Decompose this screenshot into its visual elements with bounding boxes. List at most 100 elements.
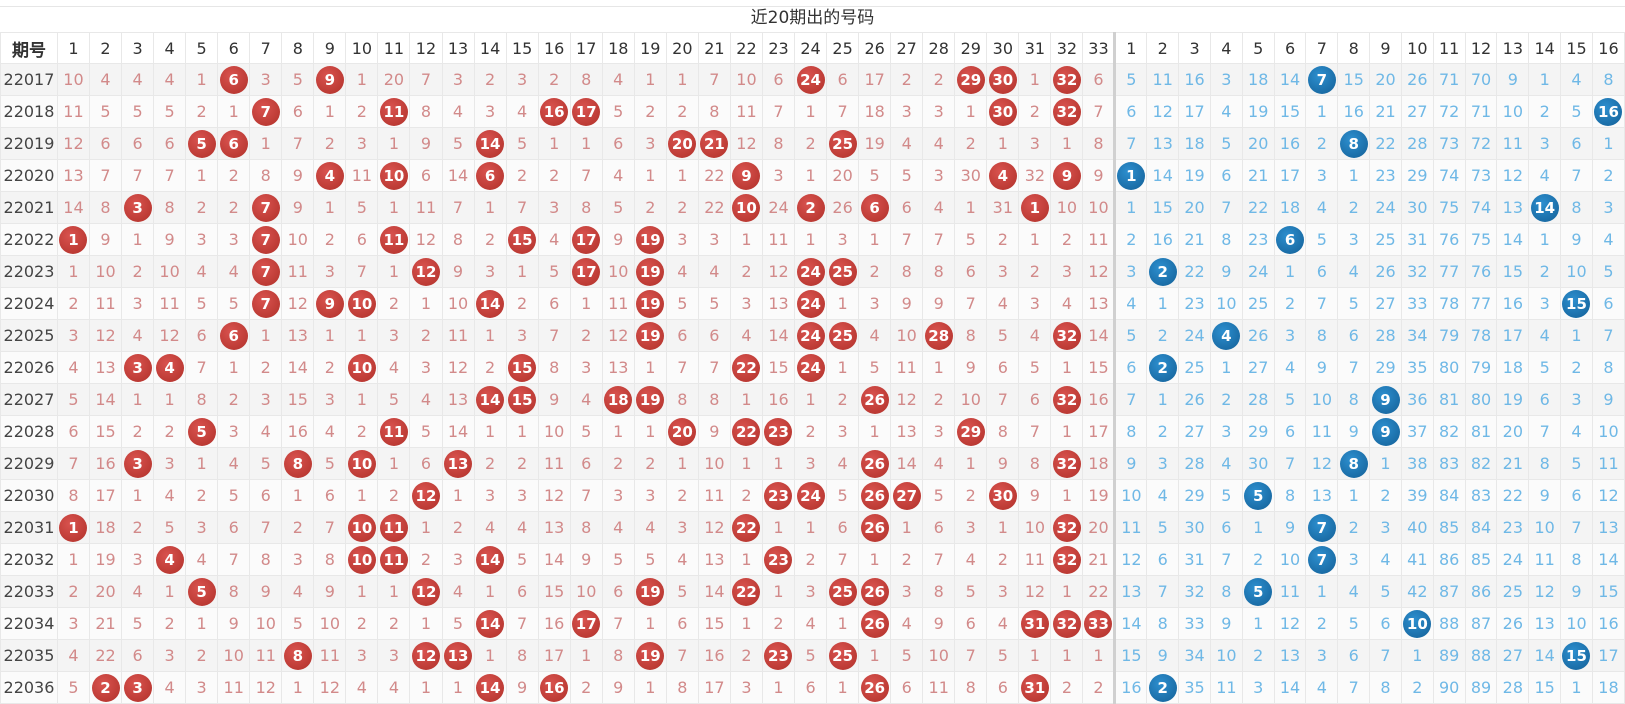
red-miss-count: 9 <box>697 415 731 448</box>
red-miss-count: 7 <box>281 127 315 160</box>
blue-miss-count: 8 <box>1591 63 1625 96</box>
red-miss-count: 1 <box>313 95 347 128</box>
blue-ball: 5 <box>1244 481 1273 510</box>
blue-miss-count: 21 <box>1496 447 1530 480</box>
red-ball-cell: 3 <box>121 671 155 704</box>
red-miss-count: 10 <box>1050 191 1084 224</box>
red-miss-count: 4 <box>345 671 379 704</box>
red-miss-count: 15 <box>697 607 731 640</box>
red-miss-count: 9 <box>537 383 571 416</box>
red-ball-cell: 7 <box>249 255 283 288</box>
blue-ball-cell: 16 <box>1591 95 1625 128</box>
red-ball-cell: 27 <box>890 479 924 512</box>
blue-miss-count: 84 <box>1464 511 1498 544</box>
blue-ball-cell: 8 <box>1337 447 1371 480</box>
red-miss-count: 1 <box>1050 127 1084 160</box>
blue-ball: 8 <box>1339 129 1368 158</box>
red-miss-count: 6 <box>313 479 347 512</box>
red-miss-count: 3 <box>986 575 1020 608</box>
blue-miss-count: 13 <box>1528 607 1562 640</box>
red-ball-cell: 6 <box>217 127 251 160</box>
red-miss-count: 1 <box>185 159 219 192</box>
red-ball-cell: 25 <box>826 639 860 672</box>
blue-miss-count: 12 <box>1113 543 1148 576</box>
red-miss-count: 1 <box>794 223 828 256</box>
header-row: 期号 1 2 3 4 5 6 7 8 9 10 11 12 13 14 15 16 17 18 19 20 21 22 23 2… <box>0 32 1625 64</box>
blue-miss-count: 37 <box>1400 415 1434 448</box>
red-miss-count: 1 <box>858 543 892 576</box>
red-miss-count: 2 <box>345 95 379 128</box>
red-miss-count: 1 <box>1018 63 1052 96</box>
issue-number: 22022 <box>0 223 58 256</box>
red-ball: 32 <box>1052 385 1081 414</box>
red-miss-count: 9 <box>441 255 475 288</box>
red-miss-count: 17 <box>537 639 571 672</box>
blue-miss-count: 74 <box>1432 159 1466 192</box>
red-miss-count: 3 <box>345 639 379 672</box>
red-miss-count: 14 <box>441 159 475 192</box>
blue-col-header: 16 <box>1591 32 1625 64</box>
issue-number: 22028 <box>0 415 58 448</box>
red-ball-cell: 14 <box>473 127 507 160</box>
red-miss-count: 2 <box>794 415 828 448</box>
red-ball-cell: 17 <box>569 255 603 288</box>
blue-ball-cell: 4 <box>1209 319 1243 352</box>
red-miss-count: 6 <box>249 479 283 512</box>
blue-ball: 2 <box>1148 353 1177 382</box>
red-miss-count: 4 <box>185 255 219 288</box>
blue-miss-count: 1 <box>1241 511 1275 544</box>
blue-miss-count: 9 <box>1496 63 1530 96</box>
red-miss-count: 1 <box>185 447 219 480</box>
blue-miss-count: 11 <box>1273 575 1307 608</box>
red-ball-cell: 33 <box>1082 607 1116 640</box>
red-ball: 26 <box>860 513 889 542</box>
red-miss-count: 4 <box>377 671 411 704</box>
red-miss-count: 12 <box>153 319 187 352</box>
red-miss-count: 14 <box>1082 319 1116 352</box>
red-miss-count: 14 <box>537 543 571 576</box>
red-ball-cell: 22 <box>729 575 763 608</box>
blue-ball-cell: 10 <box>1400 607 1434 640</box>
red-ball: 30 <box>988 481 1017 510</box>
table-row: 22026 4 13 3 4 7 1 2 14 2 10 4 3 12 2 15 8 3 13 1 7 7 22 15 24 1 5… <box>0 351 1625 384</box>
blue-miss-count: 31 <box>1178 543 1211 576</box>
blue-miss-count: 30 <box>1241 447 1275 480</box>
blue-miss-count: 1 <box>1560 671 1593 704</box>
blue-miss-count: 1 <box>1369 447 1402 480</box>
red-ball: 7 <box>251 225 280 254</box>
blue-miss-count: 25 <box>1178 351 1211 384</box>
blue-miss-count: 11 <box>1496 127 1530 160</box>
red-miss-count: 1 <box>56 255 90 288</box>
issue-number: 22030 <box>0 479 58 512</box>
red-miss-count: 10 <box>697 447 731 480</box>
red-miss-count: 1 <box>313 319 347 352</box>
red-miss-count: 1 <box>345 63 379 96</box>
blue-miss-count: 75 <box>1432 191 1466 224</box>
red-miss-count: 7 <box>954 639 988 672</box>
red-miss-count: 6 <box>56 415 90 448</box>
red-miss-count: 5 <box>697 287 731 320</box>
red-miss-count: 11 <box>922 671 956 704</box>
red-miss-count: 4 <box>153 479 187 512</box>
red-ball-cell: 6 <box>858 191 892 224</box>
blue-miss-count: 13 <box>1496 191 1530 224</box>
blue-miss-count: 22 <box>1241 191 1275 224</box>
red-miss-count: 1 <box>185 63 219 96</box>
red-ball: 19 <box>636 225 665 254</box>
red-miss-count: 4 <box>377 351 411 384</box>
red-ball: 30 <box>988 97 1017 126</box>
blue-ball: 8 <box>1339 449 1368 478</box>
red-ball: 14 <box>476 385 505 414</box>
red-ball: 23 <box>764 545 793 574</box>
red-miss-count: 8 <box>569 191 603 224</box>
red-miss-count: 2 <box>153 415 187 448</box>
red-miss-count: 2 <box>1050 223 1084 256</box>
red-miss-count: 11 <box>537 447 571 480</box>
blue-miss-count: 19 <box>1241 95 1275 128</box>
issue-number: 22023 <box>0 255 58 288</box>
red-miss-count: 10 <box>153 255 187 288</box>
red-col-header: 13 <box>441 32 475 64</box>
blue-miss-count: 6 <box>1273 415 1307 448</box>
blue-ball-cell: 7 <box>1305 543 1339 576</box>
red-miss-count: 4 <box>1050 287 1084 320</box>
